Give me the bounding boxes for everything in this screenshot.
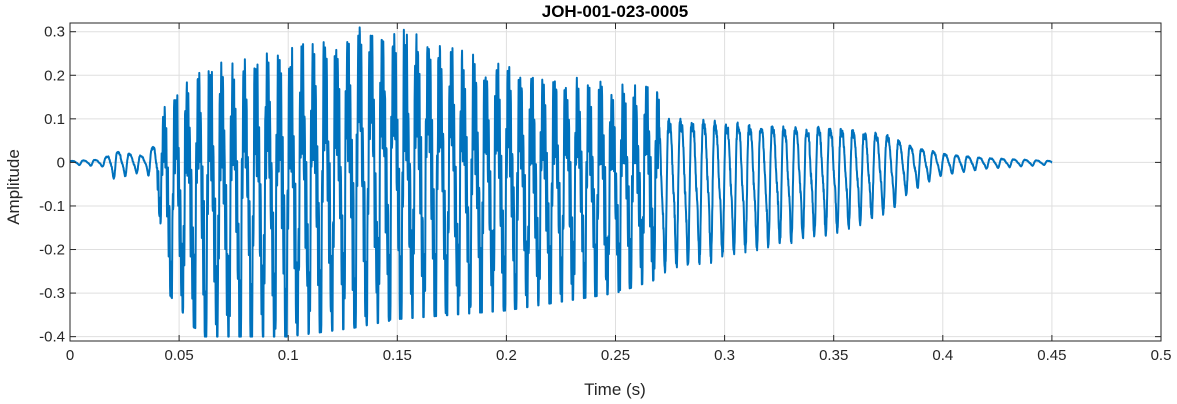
x-tick-label: 0.35 bbox=[819, 347, 848, 364]
x-tick-label: 0.4 bbox=[932, 347, 953, 364]
x-tick-label: 0 bbox=[66, 347, 74, 364]
waveform-line bbox=[69, 26, 1053, 338]
y-axis-label: Amplitude bbox=[4, 149, 23, 225]
x-tick-label: 0.1 bbox=[278, 347, 299, 364]
y-tick-label: 0 bbox=[57, 154, 65, 171]
axis-ticks: 0 0.05 0.1 0.15 0.2 0.25 0.3 0.35 0.4 0.45 0.5 0.3 0… bbox=[39, 23, 1171, 364]
series-layer bbox=[69, 26, 1053, 338]
x-tick-label: 0.25 bbox=[601, 347, 630, 364]
y-tick-label: 0.3 bbox=[44, 24, 65, 41]
y-tick-label: -0.1 bbox=[39, 198, 65, 215]
y-tick-label: 0.1 bbox=[44, 111, 65, 128]
x-tick-label: 0.05 bbox=[164, 347, 193, 364]
x-tick-label: 0.2 bbox=[496, 347, 517, 364]
chart-title: JOH-001-023-0005 bbox=[542, 2, 688, 21]
x-tick-label: 0.15 bbox=[383, 347, 412, 364]
y-tick-label: -0.2 bbox=[39, 242, 65, 259]
y-tick-label: 0.2 bbox=[44, 67, 65, 84]
x-tick-label: 0.3 bbox=[714, 347, 735, 364]
y-tick-label: -0.3 bbox=[39, 285, 65, 302]
y-tick-label: -0.4 bbox=[39, 329, 65, 346]
x-tick-label: 0.5 bbox=[1151, 347, 1172, 364]
x-tick-label: 0.45 bbox=[1037, 347, 1066, 364]
x-axis-label: Time (s) bbox=[584, 380, 646, 399]
